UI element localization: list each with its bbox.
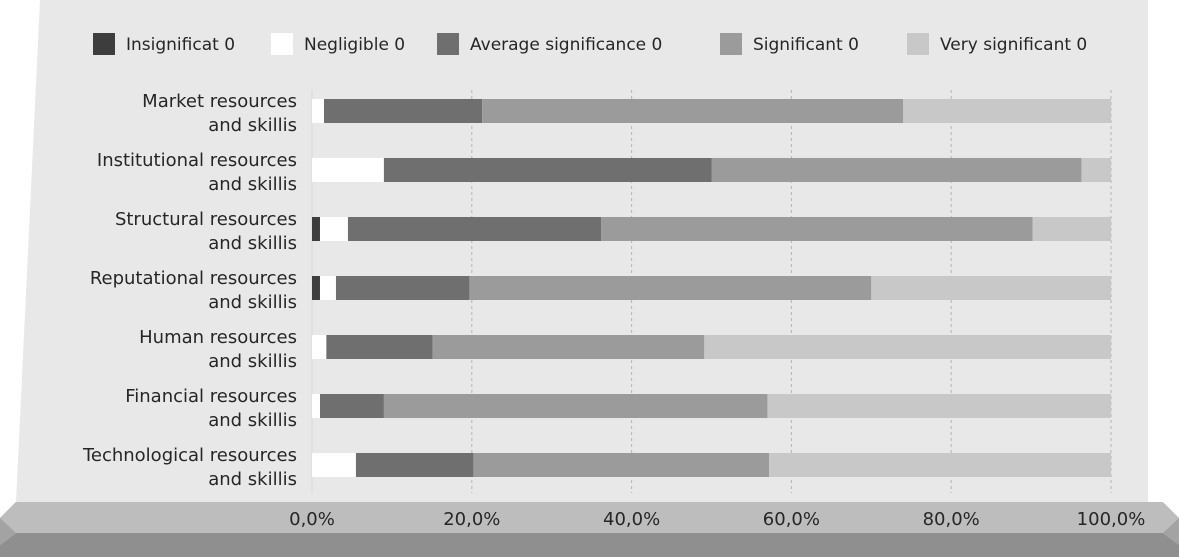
legend-swatch-3 [720, 33, 742, 55]
legend: Insignificat 0 Negligible 0 Average signif… [93, 33, 1087, 55]
category-labels: Market resources and skillis Institutional… [82, 91, 297, 490]
bar-row2-series4 [1032, 217, 1111, 241]
bar-row2-series1 [319, 217, 348, 241]
category-label-6-line1: and skillis [208, 469, 297, 490]
bar-row2-series2 [347, 217, 602, 241]
bar-row1-series2 [383, 158, 712, 182]
legend-swatch-1 [271, 33, 293, 55]
bar-row6-series2 [355, 453, 474, 477]
category-label-5-line0: Financial resources [125, 386, 297, 407]
legend-swatch-2 [437, 33, 459, 55]
category-label-6-line0: Technological resources [82, 445, 297, 466]
bar-row4-series4 [704, 335, 1111, 359]
chart-floor [0, 502, 1179, 533]
legend-label-0: Insignificat 0 [126, 35, 235, 55]
legend-label-2: Average significance 0 [470, 35, 662, 55]
category-label-2-line1: and skillis [208, 233, 297, 254]
bar-row3-series3 [469, 276, 872, 300]
bar-row5-series2 [319, 394, 384, 418]
bar-row1-series4 [1081, 158, 1111, 182]
bar-row1-series3 [711, 158, 1082, 182]
x-tick-label-0: 0,0% [289, 509, 335, 530]
bar-row3-series2 [335, 276, 470, 300]
category-label-5-line1: and skillis [208, 410, 297, 431]
x-tick-label-1: 20,0% [443, 509, 500, 530]
bar-row4-series2 [326, 335, 433, 359]
bar-row4-series1 [312, 335, 327, 359]
bar-row2-series0 [312, 217, 320, 241]
bar-row5-series3 [383, 394, 768, 418]
category-label-2-line0: Structural resources [115, 209, 297, 230]
bar-row0-series1 [312, 99, 324, 123]
x-tick-label-5: 100,0% [1077, 509, 1146, 530]
legend-label-4: Very significant 0 [940, 35, 1087, 55]
bar-row5-series1 [312, 394, 320, 418]
legend-swatch-0 [93, 33, 115, 55]
category-label-0-line0: Market resources [142, 91, 297, 112]
category-label-4-line1: and skillis [208, 351, 297, 372]
chart-back-wall [16, 0, 1148, 502]
bar-row6-series1 [312, 453, 356, 477]
bar-row5-series4 [767, 394, 1111, 418]
category-label-3-line1: and skillis [208, 292, 297, 313]
category-label-1-line1: and skillis [208, 174, 297, 195]
x-tick-labels: 0,0% 20,0% 40,0% 60,0% 80,0% 100,0% [289, 509, 1145, 530]
category-label-3-line0: Reputational resources [90, 268, 297, 289]
bar-row1-series1 [312, 158, 384, 182]
bar-row4-series3 [432, 335, 705, 359]
x-tick-label-3: 60,0% [763, 509, 820, 530]
bar-row2-series3 [601, 217, 1033, 241]
bar-series [312, 99, 1111, 477]
category-label-0-line1: and skillis [208, 115, 297, 136]
bar-row3-series1 [319, 276, 336, 300]
bar-row6-series4 [769, 453, 1111, 477]
chart-floor-edge [0, 533, 1179, 557]
bar-row0-series3 [482, 99, 904, 123]
bar-row0-series2 [323, 99, 483, 123]
bar-row6-series3 [473, 453, 770, 477]
legend-label-3: Significant 0 [753, 35, 859, 55]
category-label-4-line0: Human resources [139, 327, 297, 348]
legend-label-1: Negligible 0 [304, 35, 405, 55]
bar-row3-series4 [871, 276, 1111, 300]
x-tick-label-2: 40,0% [603, 509, 660, 530]
bar-row3-series0 [312, 276, 320, 300]
bar-row0-series4 [903, 99, 1111, 123]
category-label-1-line0: Institutional resources [97, 150, 297, 171]
legend-swatch-4 [907, 33, 929, 55]
x-tick-label-4: 80,0% [923, 509, 980, 530]
